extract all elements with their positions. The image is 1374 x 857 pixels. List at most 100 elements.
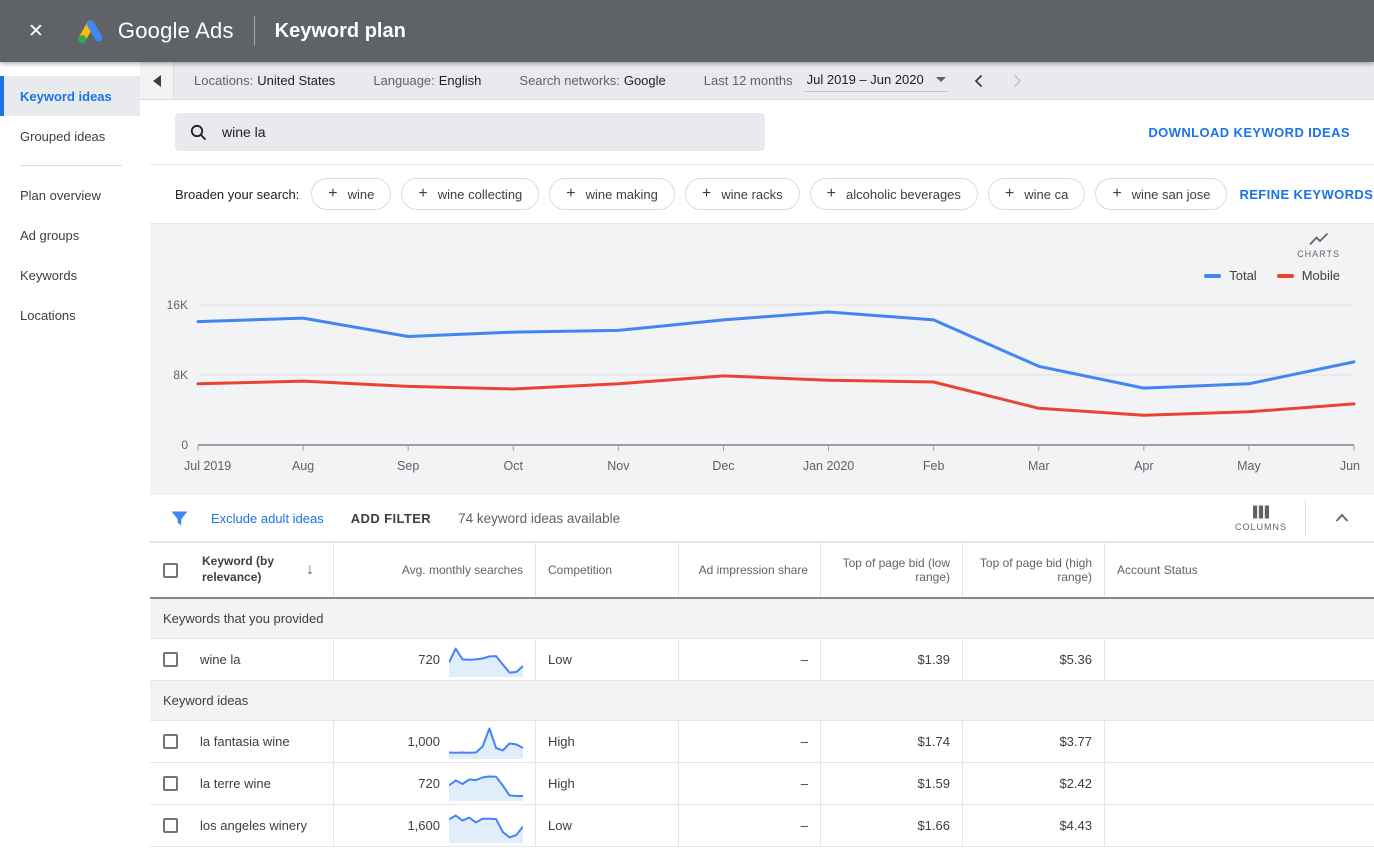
columns-label: COLUMNS [1234,521,1287,532]
column-header-keyword[interactable]: Keyword (by relevance) ↓ [150,543,333,597]
column-header-top-of-page-bid-low[interactable]: Top of page bid (low range) [820,543,962,597]
svg-text:Apr: Apr [1134,459,1153,473]
sidebar-item-grouped-ideas[interactable]: Grouped ideas [20,128,106,144]
exclude-adult-ideas-link[interactable]: Exclude adult ideas [211,510,324,526]
svg-text:Jan 2020: Jan 2020 [803,459,854,473]
close-icon[interactable]: ✕ [28,20,44,42]
download-keyword-ideas-button[interactable]: DOWNLOAD KEYWORD IDEAS [1148,124,1350,140]
sidebar-item-locations[interactable]: Locations [20,307,76,323]
language-setting[interactable]: Language: English [373,73,481,88]
column-header-account-status[interactable]: Account Status [1104,543,1374,597]
broaden-chip-wine-racks[interactable]: + wine racks [684,178,800,210]
networks-setting[interactable]: Search networks: Google [519,73,665,88]
locations-setting[interactable]: Locations: United States [194,73,335,88]
chart-zigzag-icon [1308,232,1328,246]
legend-swatch [1276,273,1294,278]
row-checkbox[interactable] [163,734,178,749]
filter-funnel-icon [171,511,188,526]
next-period-button[interactable] [1010,73,1024,89]
column-header-avg-monthly-searches[interactable]: Avg. monthly searches [333,543,535,597]
refine-keywords-button[interactable]: REFINE KEYWORDS [1239,186,1374,202]
sort-descending-icon[interactable]: ↓ [306,561,314,578]
brand-name: Google Ads [117,18,234,43]
sidebar-item-keywords[interactable]: Keywords [20,267,78,283]
sidebar-item-ad-groups[interactable]: Ad groups [20,227,80,243]
avg-monthly-searches-cell: 720 [333,639,535,680]
language-label: Language: [373,73,435,88]
chip-label: wine making [585,186,658,202]
section-header-label: Keyword ideas [163,693,249,708]
date-range-select[interactable]: Jul 2019 – Jun 2020 [804,70,948,92]
broaden-chip-wine[interactable]: + wine [311,178,392,210]
trend-sparkline [449,727,523,759]
legend-mobile[interactable]: Mobile [1276,268,1340,283]
prev-period-button[interactable] [972,73,986,89]
row-checkbox[interactable] [163,652,178,667]
avg-monthly-searches-cell: 1,600 [333,805,535,846]
chevron-right-icon [1013,74,1022,87]
column-header-top-of-page-bid-high[interactable]: Top of page bid (high range) [962,543,1104,597]
trend-sparkline [449,647,523,677]
broaden-chip-wine-san-jose[interactable]: + wine san jose [1095,178,1228,210]
language-value: English [438,73,482,88]
sidebar-item-plan-overview[interactable]: Plan overview [20,187,101,203]
add-filter-button[interactable]: ADD FILTER [350,510,432,526]
broaden-label: Broaden your search: [175,186,300,202]
sidebar-divider [20,165,122,166]
keyword-search-input[interactable] [220,123,750,141]
sidebar: Keyword ideas Grouped ideas Plan overview A… [0,62,140,857]
keyword-search-box[interactable] [175,113,765,151]
plus-icon: + [826,185,836,202]
svg-text:Sep: Sep [397,459,419,473]
table-row-la-fantasia-wine: la fantasia wine 1,000 High – $1.74 $3.77 [150,721,1374,763]
search-icon [190,124,207,140]
avg-monthly-searches-cell: 1,000 [333,721,535,762]
legend-label: Total [1229,268,1257,283]
svg-text:May: May [1237,459,1261,473]
charts-toggle-button[interactable]: CHARTS [1297,232,1340,259]
top-of-page-bid-low-cell: $1.39 [820,639,962,680]
broaden-chips: + wine + wine collecting + wine making + wine r… [311,178,1228,210]
networks-value: Google [623,73,666,88]
top-of-page-bid-high-cell: $4.43 [962,805,1104,846]
svg-text:Oct: Oct [504,459,524,473]
top-of-page-bid-high-cell: $2.42 [962,763,1104,804]
chip-label: alcoholic beverages [846,186,961,202]
broaden-chip-alcoholic-beverages[interactable]: + alcoholic beverages [809,178,978,210]
sidebar-item-keyword-ideas[interactable]: Keyword ideas [0,76,140,116]
trend-sparkline [449,775,523,801]
keyword-cell: los angeles winery [150,805,333,846]
broaden-chip-wine-ca[interactable]: + wine ca [987,178,1086,210]
date-range-value: Jul 2019 – Jun 2020 [806,71,924,87]
row-checkbox[interactable] [163,818,178,833]
trend-sparkline [449,814,523,843]
top-of-page-bid-low-cell: $1.66 [820,805,962,846]
columns-button[interactable]: COLUMNS [1235,505,1287,532]
select-all-checkbox[interactable] [163,562,178,578]
svg-text:Dec: Dec [712,459,734,473]
searches-value: 1,000 [407,734,440,749]
collapse-panel-button[interactable] [140,62,174,99]
search-volume-chart: 0 8K 16K Jul 2019 Aug Sep Oct Nov Dec Jan 2020 Feb… [167,298,1360,473]
svg-text:16K: 16K [167,298,188,312]
column-header-ad-impression-share[interactable]: Ad impression share [678,543,820,597]
account-status-cell [1104,763,1374,804]
column-header-competition[interactable]: Competition [535,543,678,597]
collapse-table-button[interactable] [1324,508,1360,528]
keyword-text: la terre wine [200,776,271,791]
keyword-text: wine la [200,652,241,667]
broaden-chip-wine-collecting[interactable]: + wine collecting [401,178,540,210]
chip-label: wine [347,186,375,202]
date-range-preset-label: Last 12 months [703,73,793,88]
competition-cell: Low [535,639,678,680]
table-header-row: Keyword (by relevance) ↓ Avg. monthly se… [150,542,1374,599]
legend-total[interactable]: Total [1204,268,1257,283]
chip-label: wine racks [721,186,783,202]
searches-value: 720 [418,776,440,791]
keyword-cell: la terre wine [150,763,333,804]
chart-legend: Total Mobile [1204,268,1340,283]
row-checkbox[interactable] [163,776,178,791]
svg-text:0: 0 [181,438,188,452]
context-bar: Locations: United States Language: English… [140,62,1374,100]
broaden-chip-wine-making[interactable]: + wine making [549,178,675,210]
